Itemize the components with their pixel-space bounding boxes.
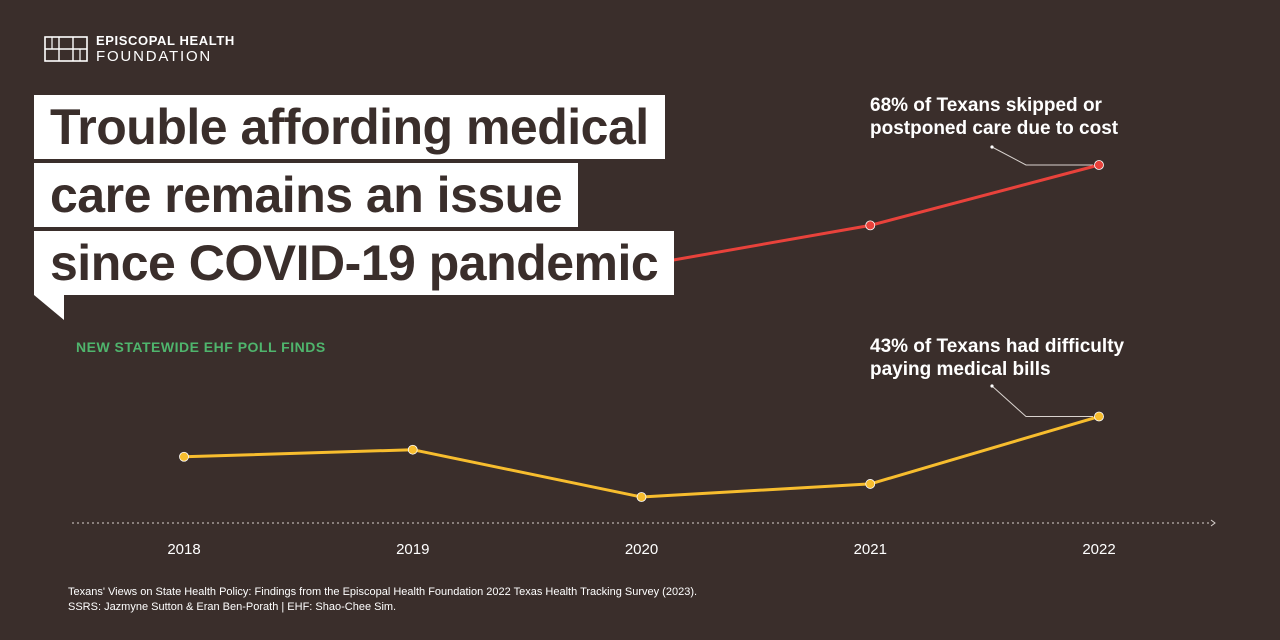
data-point-skipped_care: [1094, 160, 1104, 170]
data-point-medical_bills: [1094, 411, 1104, 422]
headline: Trouble affording medical care remains a…: [34, 95, 675, 320]
source-note: Texans' Views on State Health Policy: Fi…: [68, 585, 697, 615]
logo-mark-icon: [44, 36, 88, 62]
x-tick-label: 2020: [625, 541, 658, 558]
annotation-skipped-care: 68% of Texans skipped or postponed care …: [870, 94, 1170, 140]
x-axis-arrow-icon: [1210, 519, 1216, 527]
data-point-medical_bills: [865, 479, 876, 489]
data-point-medical_bills: [636, 492, 647, 502]
annotation-medical-bills-line2: paying medical bills: [870, 359, 1051, 380]
series-line-medical_bills: [183, 415, 1100, 499]
logo-name-line2: FOUNDATION: [96, 48, 213, 65]
headline-line-2: care remains an issue: [34, 163, 579, 227]
headline-line-3: since COVID-19 pandemic: [34, 231, 675, 295]
annotation-medical-bills: 43% of Texans had difficulty paying medi…: [870, 335, 1170, 381]
source-line-2: SSRS: Jazmyne Sutton & Eran Ben-Porath |…: [68, 601, 397, 613]
source-line-1: Texans' Views on State Health Policy: Fi…: [68, 586, 698, 598]
annotation-medical-bills-line1: 43% of Texans had difficulty: [870, 336, 1125, 357]
speech-bubble-tail-icon: [34, 292, 66, 320]
subtitle: NEW STATEWIDE EHF POLL FINDS: [76, 339, 326, 355]
annotation-skipped-care-line1: 68% of Texans skipped or: [870, 95, 1102, 116]
series-line-skipped_care: [641, 163, 1100, 268]
annotation-leader-line: [991, 385, 1093, 418]
logo-name-line1: EPISCOPAL HEALTH: [96, 33, 235, 48]
data-point-skipped_care: [865, 220, 876, 231]
data-point-medical_bills: [179, 451, 189, 462]
x-tick-label: 2021: [854, 541, 887, 558]
annotation-leader-line: [991, 146, 1093, 166]
annotation-leader-dot: [990, 145, 994, 149]
annotation-leader-dot: [990, 384, 994, 388]
annotation-skipped-care-line2: postponed care due to cost: [870, 118, 1119, 139]
x-tick-label: 2019: [396, 541, 429, 558]
x-tick-label: 2018: [167, 541, 200, 558]
data-point-medical_bills: [407, 444, 418, 455]
ehf-logo: EPISCOPAL HEALTH FOUNDATION: [44, 34, 235, 64]
x-tick-label: 2022: [1082, 541, 1115, 558]
headline-line-1: Trouble affording medical: [34, 95, 665, 159]
